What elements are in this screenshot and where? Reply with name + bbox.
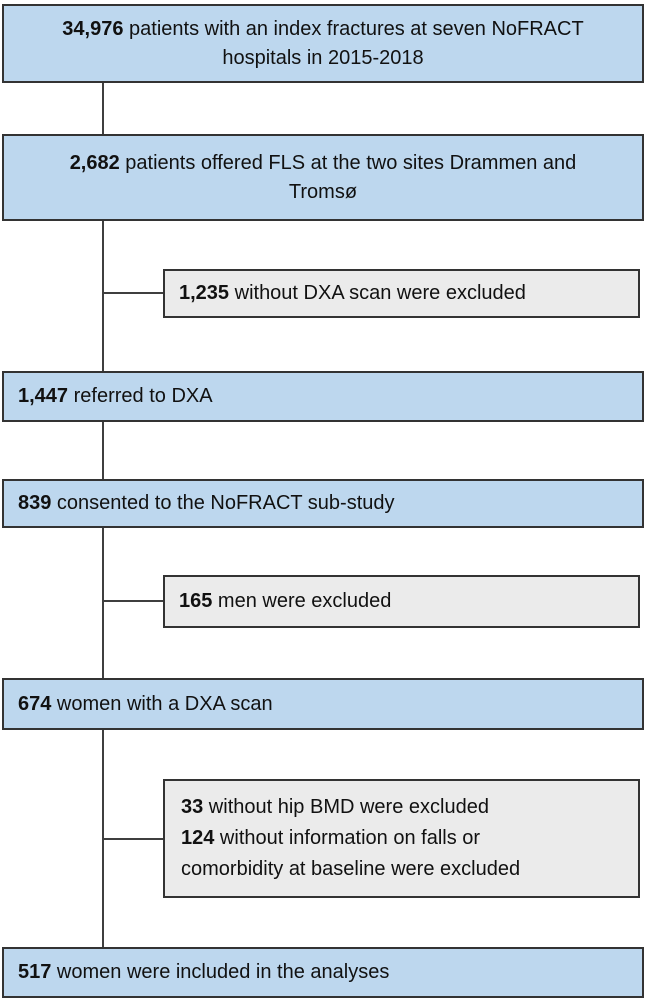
box-text: 34,976 patients with an index fractures … xyxy=(49,15,597,73)
box-number: 674 xyxy=(18,692,52,715)
connector-horizontal-3 xyxy=(104,838,164,840)
box-number: 1,235 xyxy=(179,282,230,304)
exclusion-line-1: 33 without hip BMD were excluded xyxy=(181,792,559,823)
box-text: 2,682 patients offered FLS at the two si… xyxy=(49,149,597,207)
box-consented-substudy: 839 consented to the NoFRACT sub-study xyxy=(2,479,644,528)
box-text: 33 without hip BMD were excluded 124 wit… xyxy=(165,792,559,885)
box-number: 165 xyxy=(179,590,213,612)
box-included-analyses: 517 women were included in the analyses xyxy=(2,947,644,998)
box-label: without DXA scan were excluded xyxy=(229,282,526,304)
box-number: 517 xyxy=(18,961,52,983)
box-excluded-no-dxa: 1,235 without DXA scan were excluded xyxy=(163,269,640,318)
box-label: patients with an index fractures at seve… xyxy=(123,17,584,69)
box-number: 2,682 xyxy=(69,151,120,174)
box-label: consented to the NoFRACT sub-study xyxy=(51,492,395,514)
box-label: men were excluded xyxy=(212,590,392,612)
box-excluded-bmd-falls: 33 without hip BMD were excluded 124 wit… xyxy=(163,779,640,898)
box-text: 674 women with a DXA scan xyxy=(18,690,273,719)
connector-horizontal-2 xyxy=(104,600,164,602)
exclusion-line-2: 124 without information on falls or como… xyxy=(181,823,559,885)
connector-vertical-4 xyxy=(102,527,104,679)
connector-vertical-5 xyxy=(102,729,104,948)
box-index-fractures: 34,976 patients with an index fractures … xyxy=(2,4,644,83)
box-referred-dxa: 1,447 referred to DXA xyxy=(2,371,644,422)
box-label: patients offered FLS at the two sites Dr… xyxy=(119,151,577,203)
box-number: 124 xyxy=(181,827,215,849)
box-label: referred to DXA xyxy=(68,385,213,407)
box-number: 839 xyxy=(18,492,52,514)
box-label: women with a DXA scan xyxy=(51,692,273,715)
box-number: 1,447 xyxy=(18,385,69,407)
box-number: 33 xyxy=(181,796,204,818)
box-label: without information on falls or comorbid… xyxy=(181,827,521,880)
box-offered-fls: 2,682 patients offered FLS at the two si… xyxy=(2,134,644,221)
connector-vertical-3 xyxy=(102,421,104,479)
connector-vertical-2 xyxy=(102,220,104,372)
box-text: 839 consented to the NoFRACT sub-study xyxy=(18,489,395,518)
connector-horizontal-1 xyxy=(104,292,164,294)
box-women-dxa: 674 women with a DXA scan xyxy=(2,678,644,730)
box-text: 517 women were included in the analyses xyxy=(18,958,389,987)
box-number: 34,976 xyxy=(62,17,124,40)
box-text: 1,447 referred to DXA xyxy=(18,382,213,411)
box-text: 165 men were excluded xyxy=(179,587,391,616)
connector-vertical-1 xyxy=(102,82,104,135)
box-label: women were included in the analyses xyxy=(51,961,390,983)
box-label: without hip BMD were excluded xyxy=(203,796,489,818)
box-men-excluded: 165 men were excluded xyxy=(163,575,640,628)
box-text: 1,235 without DXA scan were excluded xyxy=(179,279,526,308)
